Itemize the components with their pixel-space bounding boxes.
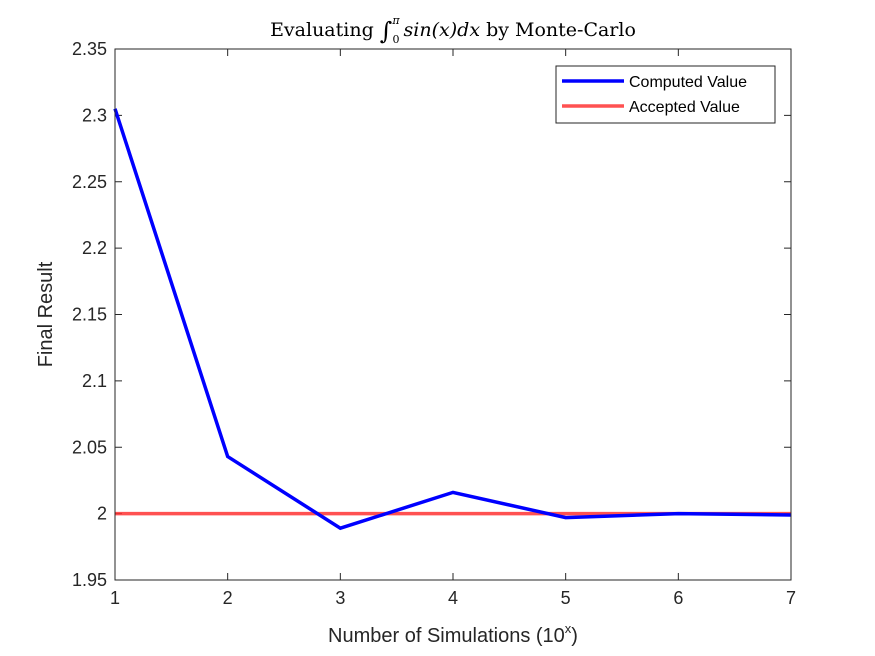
title-integral-sign: ∫ bbox=[380, 17, 393, 45]
legend-label: Accepted Value bbox=[629, 99, 740, 116]
plot-area bbox=[115, 49, 791, 580]
y-tick-label: 2.1 bbox=[82, 371, 107, 391]
x-tick-label: 2 bbox=[223, 588, 233, 608]
plot-frame bbox=[114, 48, 792, 581]
title-upper-limit: π bbox=[391, 14, 400, 27]
y-tick-label: 1.95 bbox=[72, 570, 107, 590]
x-tick-label: 1 bbox=[110, 588, 120, 608]
y-tick-label: 2.35 bbox=[72, 39, 107, 59]
legend-box bbox=[555, 65, 776, 124]
x-tick-label: 6 bbox=[673, 588, 683, 608]
x-axis-label-close: ) bbox=[571, 625, 578, 647]
title-suffix: by Monte-Carlo bbox=[486, 19, 636, 41]
y-tick-label: 2.25 bbox=[72, 172, 107, 192]
title-integrand: sin(x)dx bbox=[404, 19, 481, 41]
x-tick-label: 5 bbox=[561, 588, 571, 608]
legend-label: Computed Value bbox=[629, 74, 747, 91]
y-tick-label: 2.15 bbox=[72, 305, 107, 325]
y-axis-label: Final Result bbox=[35, 261, 57, 367]
x-tick-label: 3 bbox=[335, 588, 345, 608]
computed-value-line bbox=[113, 108, 792, 531]
x-axis-label: Number of Simulations (10x) bbox=[328, 621, 578, 647]
tick-labels: 1 2 3 4 5 6 7 1.95 2 2.05 2.1 2.15 2.2 2.25 2.3 2.35 bbox=[72, 39, 796, 608]
chart-title: Evaluating ∫π 0 sin(x)dx by Monte-Carlo bbox=[270, 14, 636, 46]
x-axis-label-superscript: x bbox=[565, 621, 572, 636]
y-tick-label: 2.05 bbox=[72, 437, 107, 457]
legend[interactable]: Computed Value Accepted Value bbox=[555, 65, 776, 124]
y-tick-label: 2 bbox=[97, 504, 107, 524]
x-axis-label-text: Number of Simulations (10 bbox=[328, 625, 565, 647]
title-lower-limit: 0 bbox=[393, 33, 400, 46]
title-prefix: Evaluating bbox=[270, 19, 374, 41]
x-tick-label: 4 bbox=[448, 588, 458, 608]
x-tick-label: 7 bbox=[786, 588, 796, 608]
y-tick-label: 2.3 bbox=[82, 105, 107, 125]
series-layer bbox=[113, 108, 792, 531]
y-tick-label: 2.2 bbox=[82, 238, 107, 258]
